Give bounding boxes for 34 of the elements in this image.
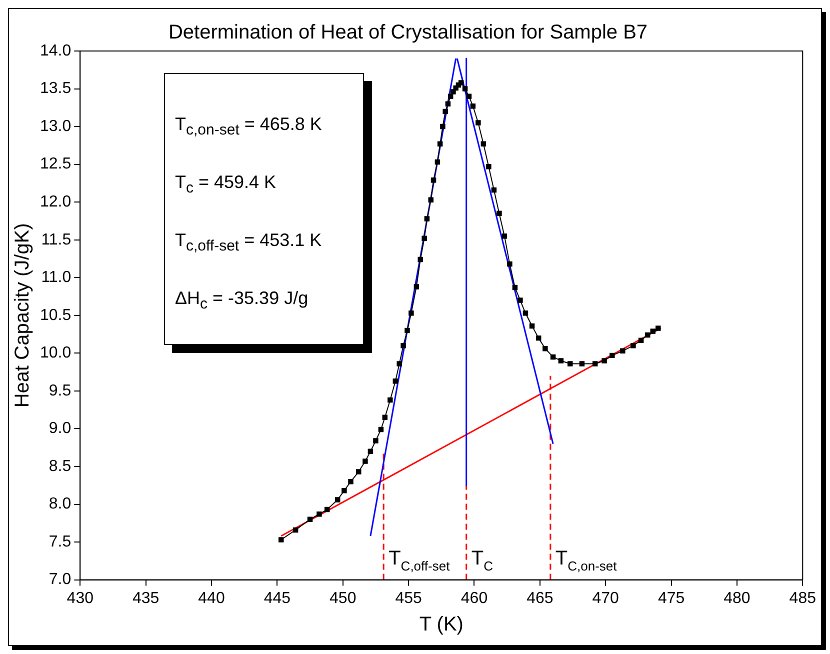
y-tick-label: 13.0 [40, 118, 72, 135]
x-tick-label: 440 [198, 590, 225, 607]
y-tick-label: 14.0 [40, 42, 72, 60]
annotation: T$_{c}$ = 459.4 K [175, 172, 278, 199]
x-tick-label: 435 [132, 590, 160, 607]
x-tick-label: 450 [330, 590, 356, 607]
x-tick-label: 465 [526, 590, 554, 607]
annotation: ΔH$_{c}$ = -35.39 J/g [175, 288, 310, 315]
x-tick-label: 455 [395, 590, 422, 607]
chart-title: Determination of Heat of Crystallisation for Sample B7 [168, 22, 648, 44]
y-tick-label: 10.0 [40, 344, 72, 362]
y-axis-title: Heat Capacity (J/gK) [12, 223, 34, 408]
x-axis-title: T (K) [419, 614, 464, 636]
x-tick-label: 460 [460, 590, 488, 607]
y-tick-label: 7.0 [48, 571, 72, 588]
y-tick-label: 12.5 [40, 156, 72, 173]
y-tick-label: 13.5 [40, 80, 72, 98]
y-tick-label: 7.5 [48, 533, 72, 550]
y-tick-label: 9.5 [48, 382, 72, 400]
annotation: T$_{c,off-set}$ = 453.1 K [175, 230, 323, 257]
x-tick-label: 485 [789, 590, 816, 607]
x-tick-label: 445 [264, 590, 291, 607]
y-tick-label: 9.0 [48, 420, 72, 438]
x-tick-label: 475 [658, 590, 685, 607]
x-tick-label: 430 [66, 590, 94, 607]
y-tick-label: 11.5 [41, 231, 72, 248]
y-tick-label: 10.5 [40, 306, 72, 324]
y-tick-label: 8.0 [48, 496, 72, 513]
x-tick-label: 470 [592, 590, 620, 607]
y-tick-label: 8.5 [48, 458, 72, 475]
x-tick-label: 480 [724, 590, 750, 607]
y-tick-label: 12.0 [40, 193, 72, 210]
y-tick-label: 11.0 [41, 269, 72, 286]
annotation: T$_{c,on-set}$ = 465.8 K [175, 114, 323, 141]
